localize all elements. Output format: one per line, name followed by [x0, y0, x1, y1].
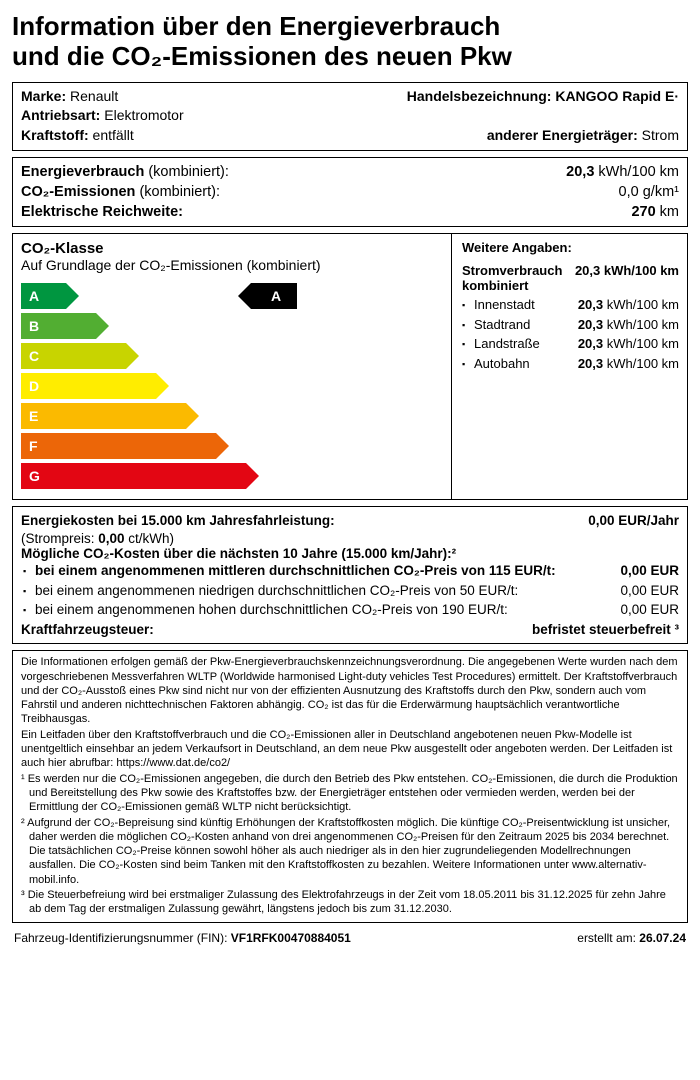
energy-field: anderer Energieträger: Strom [487, 126, 679, 146]
list-item: bei einem angenommenen hohen durchschnit… [21, 600, 679, 620]
vehicle-tax-row: Kraftfahrzeugsteuer:befristet steuerbefr… [21, 620, 679, 640]
list-item: Landstraße20,3 kWh/100 km [462, 334, 679, 354]
further-info-title: Weitere Angaben: [462, 240, 679, 255]
efficiency-bars: ABCDEFGA [21, 283, 443, 489]
fineprint-p1: Die Informationen erfolgen gemäß der Pkw… [21, 655, 679, 726]
efficiency-indicator: A [251, 283, 297, 309]
co2-class-box: CO₂-Klasse Auf Grundlage der CO₂-Emissio… [12, 233, 688, 500]
costs-box: Energiekosten bei 15.000 km Jahresfahrle… [12, 506, 688, 644]
page-title: Information über den Energieverbrauch un… [12, 12, 688, 72]
efficiency-bar-f: F [21, 433, 216, 459]
footnote-1: ¹ Es werden nur die CO₂-Emissionen angeg… [21, 772, 679, 815]
model-field: Handelsbezeichnung: KANGOO Rapid E· [407, 87, 679, 107]
further-info-combined: Stromverbrauch kombiniert 20,3 kWh/100 k… [462, 263, 679, 293]
efficiency-bar-e: E [21, 403, 186, 429]
co2-class-subtitle: Auf Grundlage der CO₂-Emissionen (kombin… [21, 257, 443, 273]
co2-emissions-row: CO₂-Emissionen (kombiniert): 0,0 g/km¹ [21, 182, 679, 202]
vehicle-info-box: Marke: Renault Handelsbezeichnung: KANGO… [12, 82, 688, 151]
footnote-3: ³ Die Steuerbefreiung wird bei erstmalig… [21, 888, 679, 917]
efficiency-bar-a: A [21, 283, 66, 309]
range-row: Elektrische Reichweite: 270 km [21, 202, 679, 222]
co2-class-title: CO₂-Klasse [21, 240, 443, 257]
brand-field: Marke: Renault [21, 87, 118, 107]
list-item: bei einem angenommenen mittleren durchsc… [21, 561, 679, 581]
efficiency-bar-c: C [21, 343, 126, 369]
efficiency-bar-row: A [21, 283, 443, 309]
electricity-price-row: (Strompreis: 0,00 ct/kWh) [21, 531, 679, 546]
annual-cost-row: Energiekosten bei 15.000 km Jahresfahrle… [21, 511, 679, 531]
drive-field: Antriebsart: Elektromotor [21, 106, 184, 126]
efficiency-bar-row: B [21, 313, 443, 339]
date-field: erstellt am: 26.07.24 [577, 931, 686, 945]
efficiency-bar-row: F [21, 433, 443, 459]
further-info-list: Innenstadt20,3 kWh/100 kmStadtrand20,3 k… [462, 295, 679, 373]
list-item: Autobahn20,3 kWh/100 km [462, 354, 679, 374]
consumption-box: Energieverbrauch (kombiniert): 20,3 kWh/… [12, 157, 688, 228]
list-item: Innenstadt20,3 kWh/100 km [462, 295, 679, 315]
list-item: Stadtrand20,3 kWh/100 km [462, 315, 679, 335]
fuel-field: Kraftstoff: entfällt [21, 126, 134, 146]
co2-cost-scenarios: bei einem angenommenen mittleren durchsc… [21, 561, 679, 620]
co2-costs-heading: Mögliche CO₂-Kosten über die nächsten 10… [21, 546, 679, 561]
efficiency-bar-row: E [21, 403, 443, 429]
efficiency-bar-row: C [21, 343, 443, 369]
efficiency-bar-d: D [21, 373, 156, 399]
fineprint-box: Die Informationen erfolgen gemäß der Pkw… [12, 650, 688, 922]
efficiency-bar-b: B [21, 313, 96, 339]
list-item: bei einem angenommenen niedrigen durchsc… [21, 581, 679, 601]
fineprint-p2: Ein Leitfaden über den Kraftstoffverbrau… [21, 728, 679, 771]
efficiency-bar-row: D [21, 373, 443, 399]
footer: Fahrzeug-Identifizierungsnummer (FIN): V… [12, 929, 688, 945]
efficiency-bar-row: G [21, 463, 443, 489]
energy-consumption-row: Energieverbrauch (kombiniert): 20,3 kWh/… [21, 162, 679, 182]
efficiency-bar-g: G [21, 463, 246, 489]
vin-field: Fahrzeug-Identifizierungsnummer (FIN): V… [14, 931, 351, 945]
footnote-2: ² Aufgrund der CO₂-Bepreisung sind künft… [21, 816, 679, 887]
